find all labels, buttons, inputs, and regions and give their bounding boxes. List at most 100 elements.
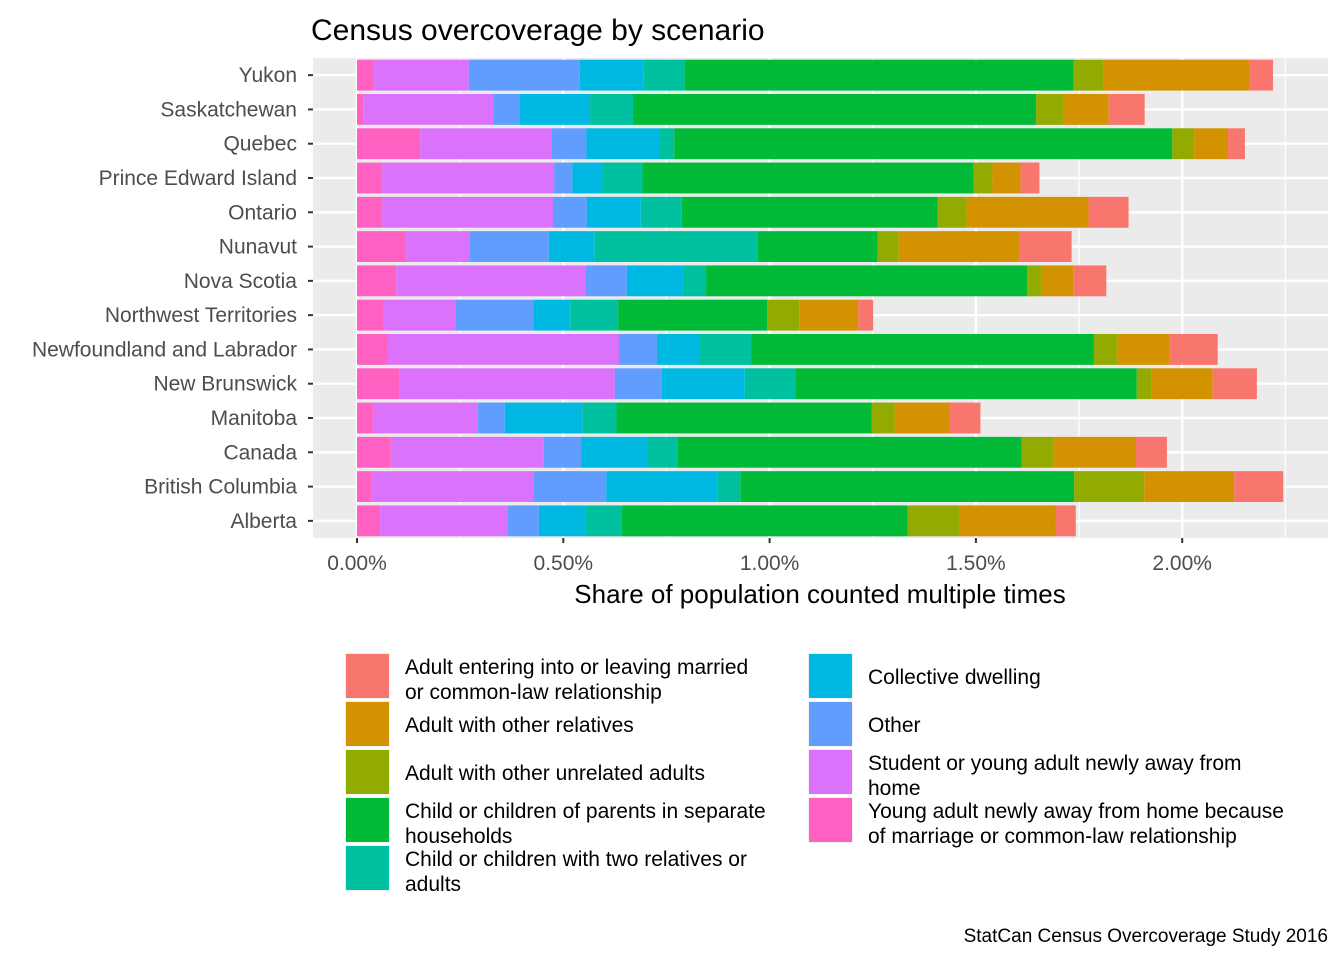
bar-segment	[390, 436, 544, 468]
bar-segment	[1108, 94, 1145, 125]
legend-label: Adult with other unrelated adults	[405, 762, 705, 785]
bar-segment	[380, 505, 509, 537]
bar-segment	[992, 162, 1021, 194]
bar-segment	[357, 334, 388, 365]
y-tick-label: Northwest Territories	[105, 304, 297, 327]
bar-segment	[357, 128, 421, 160]
bar-segment	[616, 402, 872, 434]
bar-segment	[554, 162, 573, 194]
legend-swatch	[809, 798, 852, 842]
legend-label: Collective dwelling	[868, 666, 1041, 689]
y-tick-label: Newfoundland and Labrador	[32, 338, 297, 361]
x-axis: 0.00% 0.50% 1.00% 1.50% 2.00%	[327, 538, 1212, 575]
bar-segment	[581, 436, 648, 468]
bar-segment	[387, 334, 620, 365]
bar-segment	[602, 162, 643, 194]
bar-segment	[357, 402, 374, 434]
x-tick-label: 1.50%	[946, 552, 1006, 575]
bar-segment	[659, 128, 675, 160]
legend: Adult entering into or leaving marriedor…	[345, 653, 1284, 896]
bar-segment	[643, 59, 685, 91]
bar-group	[357, 334, 1218, 365]
bar-group	[357, 231, 1072, 262]
bar-segment	[582, 402, 617, 434]
bar-segment	[1249, 59, 1273, 91]
bar-segment	[533, 471, 607, 502]
bar-segment	[1172, 128, 1195, 160]
bar-segment	[606, 471, 718, 502]
bar-segment	[647, 436, 679, 468]
legend-item: Young adult newly away from home because…	[808, 797, 1284, 848]
x-tick-label: 0.00%	[327, 552, 387, 575]
x-tick-label: 2.00%	[1152, 552, 1212, 575]
bar-segment	[552, 196, 587, 228]
x-tick-label: 0.50%	[534, 552, 594, 575]
bar-segment	[740, 471, 1075, 502]
chart-caption: StatCan Census Overcoverage Study 2016	[964, 926, 1328, 947]
y-tick-label: Ontario	[228, 201, 297, 224]
bar-segment	[966, 196, 1089, 228]
bar-segment	[373, 402, 478, 434]
bar-segment	[519, 94, 591, 125]
bar-group	[357, 128, 1245, 160]
y-tick-label: Manitoba	[211, 407, 298, 430]
bar-segment	[640, 196, 682, 228]
legend-swatch	[346, 798, 389, 842]
bar-segment	[594, 231, 758, 262]
bar-segment	[357, 94, 364, 125]
bar-segment	[1027, 265, 1042, 297]
x-tick-label: 1.00%	[740, 552, 800, 575]
bar-segment	[373, 59, 469, 91]
bar-group	[357, 94, 1145, 125]
legend-item: Student or young adult newly away fromho…	[808, 749, 1242, 800]
bar-segment	[382, 162, 555, 194]
bar-segment	[357, 299, 383, 331]
bar-segment	[420, 128, 552, 160]
bar-segment	[898, 231, 1020, 262]
bar-segment	[877, 231, 899, 262]
legend-label: Other	[868, 714, 921, 737]
y-axis: Yukon Saskatchewan Quebec Prince Edward Isl…	[32, 64, 313, 533]
bar-segment	[958, 505, 1056, 537]
y-tick-label: Prince Edward Island	[99, 167, 297, 190]
bar-segment	[1234, 471, 1284, 502]
bar-segment	[551, 128, 587, 160]
bar-segment	[357, 265, 397, 297]
bar-segment	[357, 368, 400, 400]
bar-segment	[1055, 505, 1076, 537]
bar-segment	[717, 471, 741, 502]
bar-segment	[1019, 231, 1072, 262]
bar-segment	[570, 299, 619, 331]
bar-segment	[538, 505, 586, 537]
bar-group	[357, 196, 1129, 228]
y-tick-label: Alberta	[230, 510, 297, 533]
bar-segment	[585, 265, 627, 297]
bar-segment	[1053, 436, 1136, 468]
bar-segment	[585, 505, 622, 537]
bar-segment	[1135, 436, 1167, 468]
bar-segment	[357, 436, 391, 468]
bar-group	[357, 265, 1107, 297]
bar-segment	[744, 368, 797, 400]
chart-title: Census overcoverage by scenario	[311, 14, 765, 47]
y-tick-label: Yukon	[239, 64, 297, 87]
bar-segment	[661, 368, 745, 400]
legend-item: Adult with other relatives	[345, 701, 634, 747]
bar-segment	[548, 231, 595, 262]
legend-label: or common-law relationship	[405, 681, 662, 704]
y-tick-label: Canada	[223, 441, 297, 464]
bar-segment	[949, 402, 981, 434]
bars	[357, 59, 1284, 537]
legend-swatch	[346, 702, 389, 746]
bar-segment	[456, 299, 534, 331]
legend-label: adults	[405, 873, 461, 896]
bar-segment	[382, 299, 457, 331]
bar-segment	[678, 436, 1022, 468]
legend-label: Child or children with two relatives or	[405, 848, 747, 871]
legend-swatch	[809, 750, 852, 794]
legend-label: of marriage or common-law relationship	[868, 825, 1237, 848]
bar-segment	[633, 94, 1037, 125]
bar-segment	[618, 299, 768, 331]
bar-segment	[681, 196, 938, 228]
bar-group	[357, 368, 1257, 400]
